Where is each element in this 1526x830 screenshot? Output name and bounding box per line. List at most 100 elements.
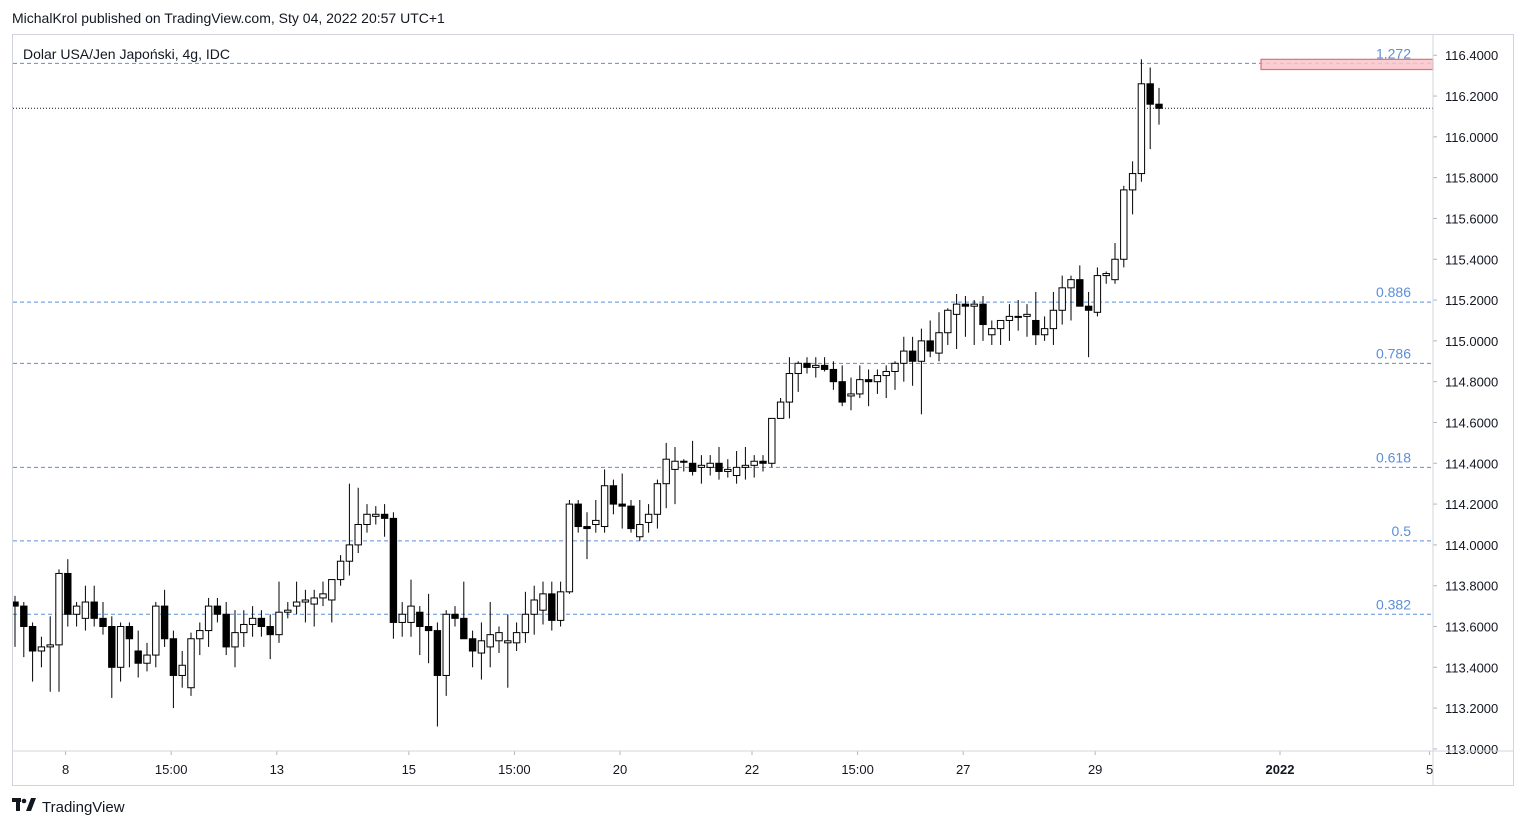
candle-body [99,617,107,628]
y-tick-label: 113.4000 [1445,660,1498,675]
y-tick-label: 115.2000 [1445,293,1498,308]
time-axis: 8 15:00 13 15 15:00 20 22 15:00 27 29 2022 5 [62,751,1433,777]
candle-body [363,513,371,525]
candle-body [970,303,978,307]
candle [838,365,846,407]
candle [565,500,574,594]
candle [794,361,802,392]
candle [873,369,882,394]
candle [1058,275,1066,325]
candle [644,504,653,533]
candle [627,500,635,533]
candle-body [785,373,794,403]
price-axis: 116.4000 116.2000 116.0000 115.8000 115.6000… [1433,48,1498,757]
tradingview-logo-icon [12,798,36,817]
candle-body [926,340,934,352]
candle-body [372,513,380,517]
candle-body [477,640,486,654]
candle-body [521,613,530,634]
candle-body [812,364,820,368]
candle-body [829,368,838,383]
candle [671,446,679,505]
candle-body [952,303,961,315]
y-tick-label: 116.2000 [1445,89,1498,104]
candle [600,469,609,533]
candle-body [424,626,433,632]
candle [776,398,785,419]
candle-body [776,401,785,419]
candle-body [345,544,354,562]
candle-body [556,591,565,621]
fib-label: 0.786 [1376,345,1411,361]
candle-body [688,462,697,472]
candle [240,610,248,647]
candle-body [336,560,345,581]
candle [688,440,697,476]
candle [495,626,503,654]
candle-body [750,460,758,466]
candle-body [592,519,600,525]
candle [988,320,996,345]
candle-body [1093,275,1102,313]
y-tick-label: 116.0000 [1445,130,1498,145]
candle-body [442,613,450,676]
candle-body [160,605,169,640]
y-tick-label: 115.4000 [1445,252,1498,267]
candle [970,300,978,345]
candle [46,616,54,692]
candle-body [988,328,996,336]
candle [275,581,283,643]
candle-body [600,485,609,528]
candles [11,59,1163,727]
footer: TradingView [12,798,125,817]
candle [556,581,565,627]
x-tick-label: 27 [956,762,970,777]
chart-panel[interactable]: Dolar USA/Jen Japoński, 4g, IDC 1.272 0.8… [11,34,1514,786]
candle [847,377,855,411]
candle-body [768,417,776,464]
candle-body [354,523,362,546]
candle [152,602,160,668]
candle-body [644,513,653,523]
candle [530,585,538,635]
candle [134,630,142,678]
candle [169,630,178,709]
y-tick-label: 114.0000 [1445,538,1498,553]
candle [451,606,459,627]
footer-brand: TradingView [42,799,125,816]
candle-body [1040,328,1049,336]
candle [1067,275,1075,321]
candle [319,581,327,607]
candle [1137,59,1146,182]
fib-label: 1.272 [1376,45,1411,61]
candle [1093,267,1102,317]
candle-body [1049,309,1058,330]
y-tick-label: 115.6000 [1445,211,1498,226]
candle [1120,185,1128,268]
candle [1040,316,1049,341]
candle [55,569,63,692]
candle [732,451,741,484]
candle [706,455,714,476]
candle [292,581,301,615]
candle-body [900,350,908,364]
candle-body [741,464,750,468]
candlestick-chart[interactable]: Dolar USA/Jen Japoński, 4g, IDC 1.272 0.8… [11,35,1513,785]
candle [583,512,591,560]
candle [372,506,380,525]
candle-body [574,503,582,528]
candle-body [380,513,389,519]
candle [882,365,890,398]
candle [477,622,486,680]
candle [301,589,310,623]
candle [424,593,433,664]
candle [222,602,230,656]
candle [1155,87,1163,125]
candle-body [944,309,952,334]
candle [741,446,750,480]
candle [618,473,626,529]
candle [204,597,213,647]
candle-body [178,664,186,676]
candle [328,579,336,623]
candle-body [213,605,222,615]
